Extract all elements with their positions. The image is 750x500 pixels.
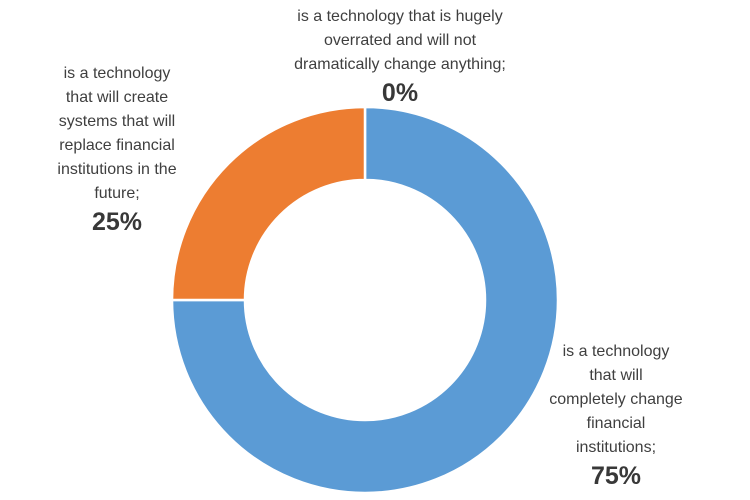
label-completely-change-value: 75% xyxy=(590,462,642,490)
label-overrated-text: is a technology that is hugely overrated… xyxy=(294,8,506,73)
label-completely-change-text: is a technology that will completely cha… xyxy=(549,343,683,456)
donut-slice-75 xyxy=(170,105,560,495)
donut-slice-25 xyxy=(170,105,367,302)
label-replace-institutions: is a technology that will create systems… xyxy=(19,62,215,237)
label-overrated-value: 0% xyxy=(381,79,419,107)
label-replace-institutions-value: 25% xyxy=(91,208,143,236)
label-replace-institutions-text: is a technology that will create systems… xyxy=(57,65,177,202)
label-completely-change: is a technology that will completely cha… xyxy=(518,340,714,491)
label-overrated: is a technology that is hugely overrated… xyxy=(225,5,575,108)
